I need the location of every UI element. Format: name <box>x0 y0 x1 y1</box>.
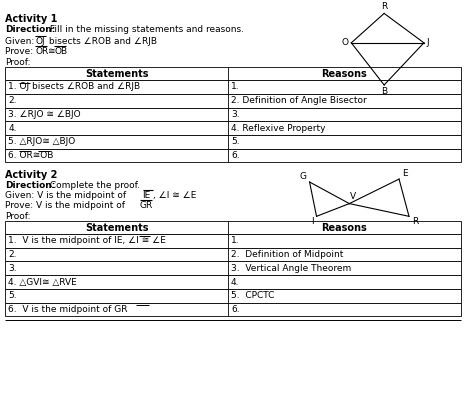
Bar <box>5 303 461 316</box>
Bar <box>5 289 461 303</box>
Bar <box>5 149 461 162</box>
Text: Statements: Statements <box>85 69 148 79</box>
Bar <box>5 67 461 80</box>
Text: 3.: 3. <box>231 110 240 119</box>
Text: OJ: OJ <box>35 37 45 46</box>
Text: 5.: 5. <box>9 291 17 300</box>
Text: 3.: 3. <box>9 264 17 273</box>
Text: ≅: ≅ <box>47 47 55 56</box>
Text: 1. OJ bisects ∠ROB and ∠RJB: 1. OJ bisects ∠ROB and ∠RJB <box>9 83 140 91</box>
Text: 4. △GVI≅ △RVE: 4. △GVI≅ △RVE <box>9 278 77 287</box>
Text: 2. Definition of Angle Bisector: 2. Definition of Angle Bisector <box>231 96 367 105</box>
Text: Given: V is the midpoint of: Given: V is the midpoint of <box>5 191 129 200</box>
Bar <box>5 275 461 289</box>
Text: 1.  V is the midpoint of IE, ∠I ≅ ∠E: 1. V is the midpoint of IE, ∠I ≅ ∠E <box>9 236 166 245</box>
Text: R: R <box>412 217 418 226</box>
Text: Prove:: Prove: <box>5 47 36 56</box>
Text: I: I <box>311 217 313 226</box>
Text: 2.: 2. <box>9 250 17 259</box>
Text: Complete the proof.: Complete the proof. <box>47 181 140 190</box>
Text: Reasons: Reasons <box>321 222 367 233</box>
Text: Fill in the missing statements and reasons.: Fill in the missing statements and reaso… <box>47 25 244 34</box>
Text: J: J <box>427 38 429 47</box>
Bar <box>5 80 461 94</box>
Text: Reasons: Reasons <box>321 69 367 79</box>
Bar <box>5 221 461 234</box>
Text: Activity 2: Activity 2 <box>5 170 58 180</box>
Text: bisects ∠ROB and ∠RJB: bisects ∠ROB and ∠RJB <box>46 37 157 46</box>
Text: Direction:: Direction: <box>5 25 56 34</box>
Text: Given:: Given: <box>5 37 37 46</box>
Text: O: O <box>341 38 348 47</box>
Text: 3.  Vertical Angle Theorem: 3. Vertical Angle Theorem <box>231 264 351 273</box>
Text: IE: IE <box>143 191 151 200</box>
Text: 2.  Definition of Midpoint: 2. Definition of Midpoint <box>231 250 343 259</box>
Bar <box>5 121 461 135</box>
Bar <box>5 94 461 108</box>
Text: E: E <box>402 169 408 178</box>
Text: 1.: 1. <box>231 236 240 245</box>
Text: 6.  V is the midpoint of GR: 6. V is the midpoint of GR <box>9 305 128 314</box>
Bar <box>5 248 461 262</box>
Text: B: B <box>381 87 387 96</box>
Text: Proof:: Proof: <box>5 212 31 221</box>
Bar <box>5 135 461 149</box>
Bar <box>5 234 461 248</box>
Text: 4.: 4. <box>231 278 239 287</box>
Text: Prove: V is the midpoint of: Prove: V is the midpoint of <box>5 201 128 210</box>
Text: 4. Reflexive Property: 4. Reflexive Property <box>231 124 326 133</box>
Text: 5.  CPCTC: 5. CPCTC <box>231 291 274 300</box>
Text: G: G <box>300 172 307 181</box>
Bar <box>5 262 461 275</box>
Bar <box>5 108 461 121</box>
Text: Direction:: Direction: <box>5 181 56 190</box>
Text: , ∠I ≅ ∠E: , ∠I ≅ ∠E <box>154 191 197 200</box>
Text: 5. △RJO≅ △BJO: 5. △RJO≅ △BJO <box>9 137 75 146</box>
Text: 1.: 1. <box>231 83 240 91</box>
Text: OB: OB <box>54 47 67 56</box>
Text: Activity 1: Activity 1 <box>5 15 58 25</box>
Text: Proof:: Proof: <box>5 58 31 67</box>
Text: 2.: 2. <box>9 96 17 105</box>
Text: GR: GR <box>139 201 153 210</box>
Text: 6.: 6. <box>231 305 240 314</box>
Text: 3. ∠RJO ≅ ∠BJO: 3. ∠RJO ≅ ∠BJO <box>9 110 81 119</box>
Text: 4.: 4. <box>9 124 17 133</box>
Text: OR: OR <box>35 47 48 56</box>
Text: 5.: 5. <box>231 137 240 146</box>
Text: 6. OR≅OB: 6. OR≅OB <box>9 151 54 160</box>
Text: 6.: 6. <box>231 151 240 160</box>
Text: V: V <box>350 192 356 201</box>
Text: R: R <box>381 2 387 11</box>
Text: Statements: Statements <box>85 222 148 233</box>
